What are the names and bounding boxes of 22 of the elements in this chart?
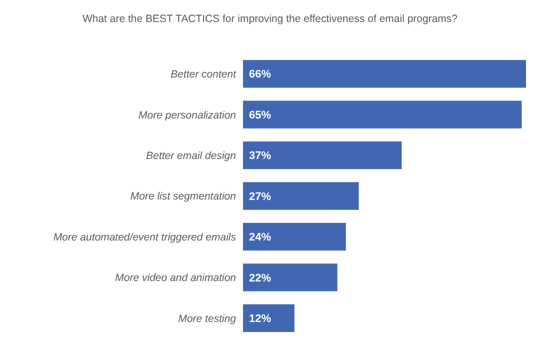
bar bbox=[243, 304, 294, 332]
y-tick-label: More personalization bbox=[138, 109, 236, 122]
data-label: 24% bbox=[249, 232, 272, 244]
data-label: 37% bbox=[249, 150, 272, 162]
y-tick-label: More automated/event triggered emails bbox=[53, 231, 237, 244]
chart-title: What are the BEST TACTICS for improving the effectiveness of email programs? bbox=[82, 13, 458, 25]
bar bbox=[243, 141, 402, 170]
bar bbox=[243, 182, 359, 210]
data-label: 22% bbox=[249, 272, 272, 284]
bar bbox=[243, 100, 522, 128]
data-label: 65% bbox=[249, 109, 272, 122]
bar bbox=[243, 60, 526, 88]
data-label: 27% bbox=[249, 190, 272, 203]
y-tick-label: More video and animation bbox=[115, 272, 236, 284]
data-label: 12% bbox=[249, 312, 272, 325]
y-tick-label: More testing bbox=[178, 312, 236, 325]
y-tick-label: Better content bbox=[170, 68, 238, 81]
y-tick-label: More list segmentation bbox=[130, 190, 236, 203]
bar bbox=[243, 264, 338, 292]
bar bbox=[243, 222, 346, 251]
y-tick-label: Better email design bbox=[146, 150, 236, 162]
data-label: 66% bbox=[249, 68, 272, 81]
